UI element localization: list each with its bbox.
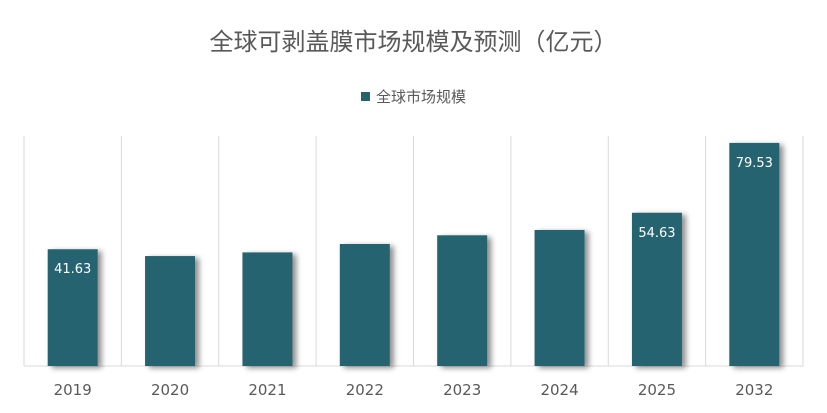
bar-2032 xyxy=(729,142,780,366)
legend-swatch xyxy=(360,92,370,101)
x-tick-2023: 2023 xyxy=(443,381,481,399)
x-tick-2022: 2022 xyxy=(346,381,384,399)
x-tick-2025: 2025 xyxy=(638,381,676,399)
chart-title: 全球可剥盖膜市场规模及预测（亿元） xyxy=(209,28,618,56)
bar-2022 xyxy=(339,243,390,366)
data-label-2025: 54.63 xyxy=(638,226,675,241)
bar-2025 xyxy=(631,212,682,366)
x-tick-2024: 2024 xyxy=(540,381,578,399)
legend-label: 全球市场规模 xyxy=(375,88,466,106)
x-tick-2019: 2019 xyxy=(54,381,92,399)
legend: 全球市场规模 xyxy=(0,86,827,107)
bar-2023 xyxy=(437,235,488,366)
data-label-2019: 41.63 xyxy=(54,262,91,277)
bar-2021 xyxy=(242,252,293,366)
data-label-2032: 79.53 xyxy=(736,156,773,171)
bar-2019 xyxy=(47,249,98,366)
x-tick-2032: 2032 xyxy=(735,381,773,399)
bar-2020 xyxy=(145,256,196,366)
bar-2024 xyxy=(534,229,585,366)
x-tick-2021: 2021 xyxy=(248,381,286,399)
x-tick-2020: 2020 xyxy=(151,381,189,399)
